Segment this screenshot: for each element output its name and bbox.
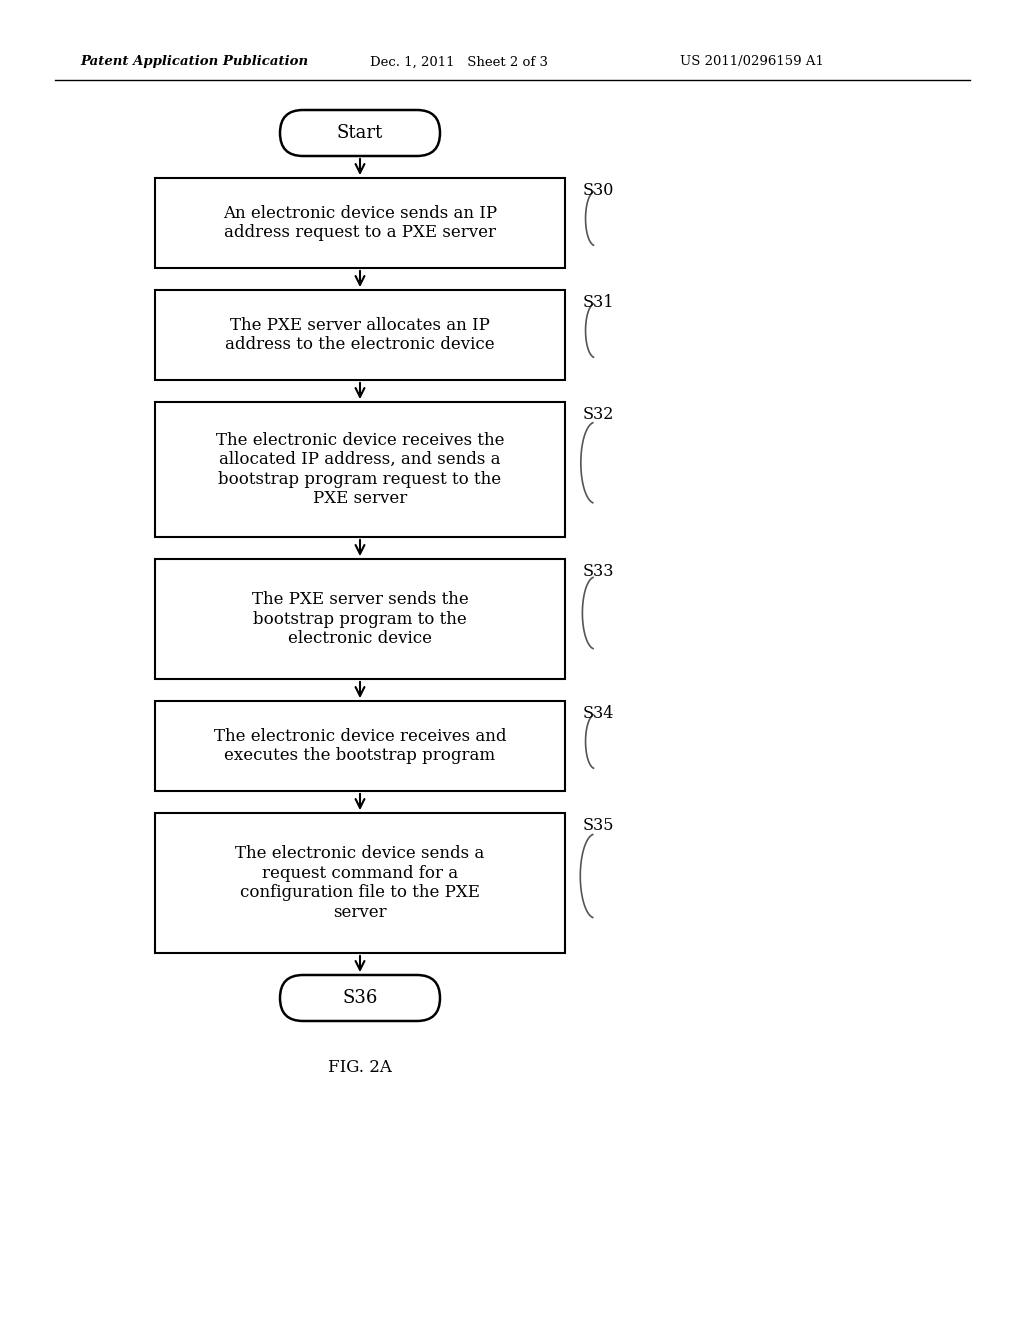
Bar (155, 813, 565, 953)
Text: The electronic device sends a
request command for a
configuration file to the PX: The electronic device sends a request co… (236, 845, 484, 921)
Text: S36: S36 (342, 989, 378, 1007)
Text: An electronic device sends an IP
address request to a PXE server: An electronic device sends an IP address… (223, 205, 497, 242)
Text: S35: S35 (583, 817, 614, 834)
Text: The electronic device receives and
executes the bootstrap program: The electronic device receives and execu… (214, 727, 506, 764)
Bar (155, 403, 565, 537)
Text: S32: S32 (583, 407, 614, 422)
Text: The electronic device receives the
allocated IP address, and sends a
bootstrap p: The electronic device receives the alloc… (216, 432, 504, 507)
FancyBboxPatch shape (280, 110, 440, 156)
Text: S34: S34 (583, 705, 614, 722)
FancyBboxPatch shape (280, 975, 440, 1020)
Text: S33: S33 (583, 564, 614, 579)
Bar (155, 178, 565, 268)
Text: Dec. 1, 2011   Sheet 2 of 3: Dec. 1, 2011 Sheet 2 of 3 (370, 55, 548, 69)
Bar (155, 558, 565, 678)
Bar (155, 290, 565, 380)
Text: The PXE server allocates an IP
address to the electronic device: The PXE server allocates an IP address t… (225, 317, 495, 354)
Text: Patent Application Publication: Patent Application Publication (80, 55, 308, 69)
Bar (155, 701, 565, 791)
Text: S30: S30 (583, 182, 614, 199)
Text: US 2011/0296159 A1: US 2011/0296159 A1 (680, 55, 824, 69)
Text: FIG. 2A: FIG. 2A (328, 1059, 392, 1076)
Text: The PXE server sends the
bootstrap program to the
electronic device: The PXE server sends the bootstrap progr… (252, 591, 468, 647)
Text: Start: Start (337, 124, 383, 143)
Text: S31: S31 (583, 294, 614, 312)
